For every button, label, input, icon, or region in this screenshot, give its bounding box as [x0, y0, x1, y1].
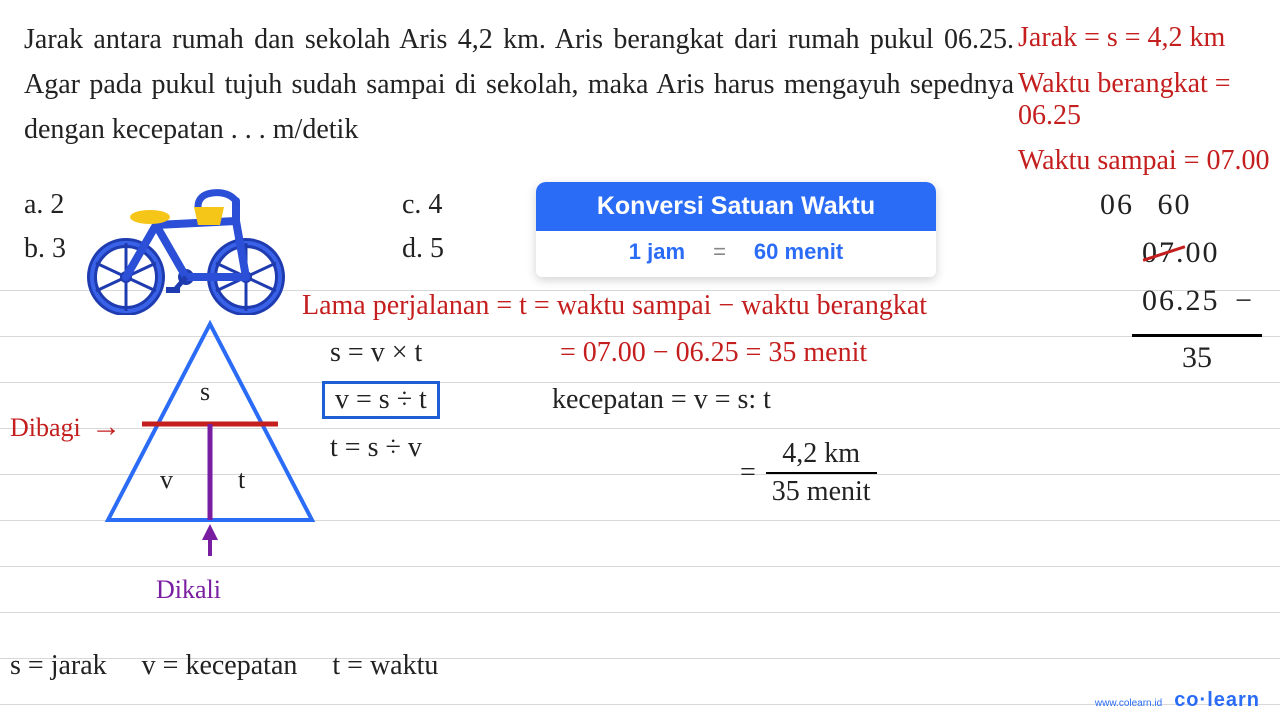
dikali-label: Dikali [156, 575, 221, 605]
legend-s: s = jarak [10, 650, 107, 681]
svt-triangle [100, 320, 320, 565]
minus-sign: − [1235, 284, 1252, 318]
option-b: b. 3 [24, 233, 66, 265]
frac-denominator: 35 menit [766, 472, 877, 508]
sub-line2: 07.00 [1142, 236, 1220, 269]
legend: s = jarak v = kecepatan t = waktu [10, 650, 466, 682]
sub-carry-left: 06 [1100, 188, 1134, 221]
sub-carry-right: 60 [1158, 188, 1192, 221]
option-a: a. 2 [24, 189, 64, 221]
equals-sign: = [740, 457, 756, 489]
sub-underline [1132, 334, 1262, 337]
conversion-eq: = [713, 239, 726, 265]
footer-logo: co·learn [1174, 689, 1260, 712]
triangle-v: v [160, 465, 173, 495]
lama-perjalanan-calc: = 07.00 − 06.25 = 35 menit [560, 337, 867, 369]
conversion-row: 1 jam = 60 menit [536, 231, 936, 277]
conversion-title: Konversi Satuan Waktu [536, 182, 936, 231]
formula-v-boxed: v = s ÷ t [322, 381, 440, 419]
option-c: c. 4 [402, 189, 442, 221]
frac-numerator: 4,2 km [776, 438, 866, 472]
formula-t: t = s ÷ v [330, 432, 422, 464]
lama-perjalanan-line: Lama perjalanan = t = waktu sampai − wak… [302, 290, 927, 322]
subtraction-column: 06 60 07.00 06.25 − 35 [1090, 188, 1240, 389]
sub-result: 35 [1182, 341, 1212, 374]
option-d: d. 5 [402, 233, 444, 265]
arrow-right-icon: → [91, 410, 121, 443]
footer-url: www.colearn.id [1095, 698, 1162, 709]
triangle-s: s [200, 377, 210, 407]
legend-v: v = kecepatan [142, 650, 298, 681]
footer: www.colearn.id co·learn [1095, 689, 1260, 712]
question-text: Jarak antara rumah dan sekolah Aris 4,2 … [24, 18, 1014, 152]
triangle-t: t [238, 465, 245, 495]
legend-t: t = waktu [332, 650, 438, 681]
dibagi-text: Dibagi [10, 413, 81, 442]
sub-line3: 06.25 [1142, 284, 1220, 317]
formula-s: s = v × t [330, 337, 422, 369]
kecepatan-line: kecepatan = v = s: t [552, 384, 771, 416]
conversion-right: 60 menit [754, 239, 843, 265]
conversion-left: 1 jam [629, 239, 685, 265]
bicycle-icon [78, 185, 298, 320]
dibagi-label: Dibagi → [10, 410, 121, 444]
fraction: = 4,2 km 35 menit [740, 438, 877, 508]
conversion-card: Konversi Satuan Waktu 1 jam = 60 menit [536, 182, 936, 277]
